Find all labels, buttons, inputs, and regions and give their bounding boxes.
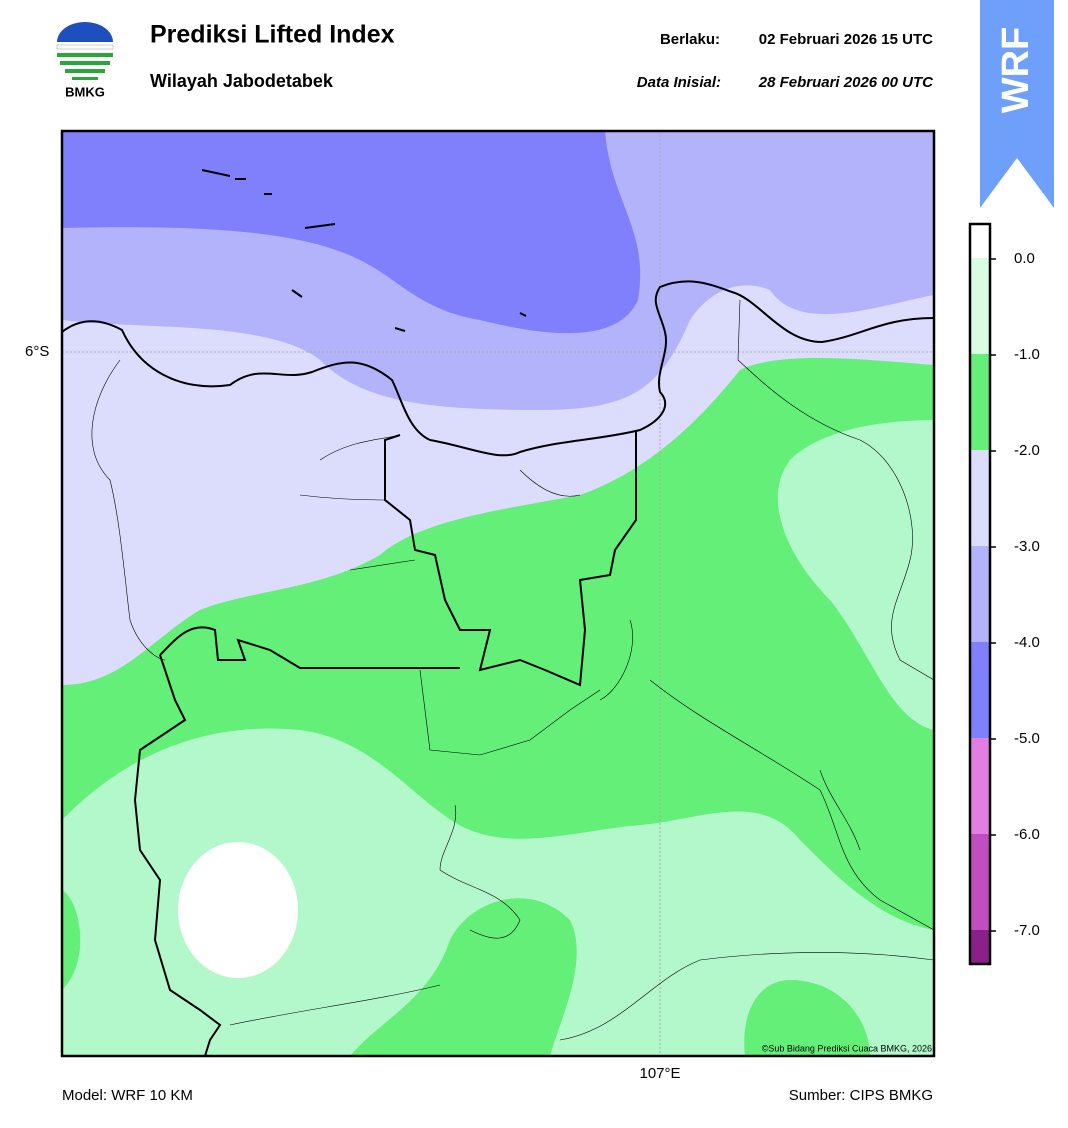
copyright: ©Sub Bidang Prediksi Cuaca BMKG, 2026: [762, 1043, 932, 1053]
valid-time: 02 Februari 2026 15 UTC: [759, 31, 933, 48]
colorbar-label: -1.0: [1014, 346, 1040, 363]
colorbar-label: -2.0: [1014, 442, 1040, 459]
colorbar-label: -7.0: [1014, 922, 1040, 939]
title: Prediksi Lifted Index: [150, 21, 395, 49]
logo-text: BMKG: [65, 84, 105, 99]
init-label: Data Inisial:: [637, 74, 721, 91]
init-time: 28 Februari 2026 00 UTC: [758, 74, 934, 91]
colorbar-label: -5.0: [1014, 730, 1040, 747]
subtitle: Wilayah Jabodetabek: [150, 71, 334, 91]
colorbar-label: -6.0: [1014, 826, 1040, 843]
badge: WRF: [980, 0, 1054, 208]
lon-label: 107°E: [639, 1065, 680, 1082]
colorbar-label: -3.0: [1014, 538, 1040, 555]
colorbar-label: -4.0: [1014, 634, 1040, 651]
source: Sumber: CIPS BMKG: [789, 1087, 933, 1104]
model: Model: WRF 10 KM: [62, 1087, 193, 1104]
logo: BMKG: [56, 22, 114, 99]
lat-label: 6°S: [25, 343, 49, 360]
badge-text: WRF: [995, 27, 1037, 114]
colorbar: [968, 222, 992, 966]
colorbar-label: 0.0: [1014, 250, 1035, 267]
map-frame: [60, 129, 936, 1058]
map: ©Sub Bidang Prediksi Cuaca BMKG, 2026: [62, 131, 934, 1056]
valid-label: Berlaku:: [660, 31, 720, 48]
